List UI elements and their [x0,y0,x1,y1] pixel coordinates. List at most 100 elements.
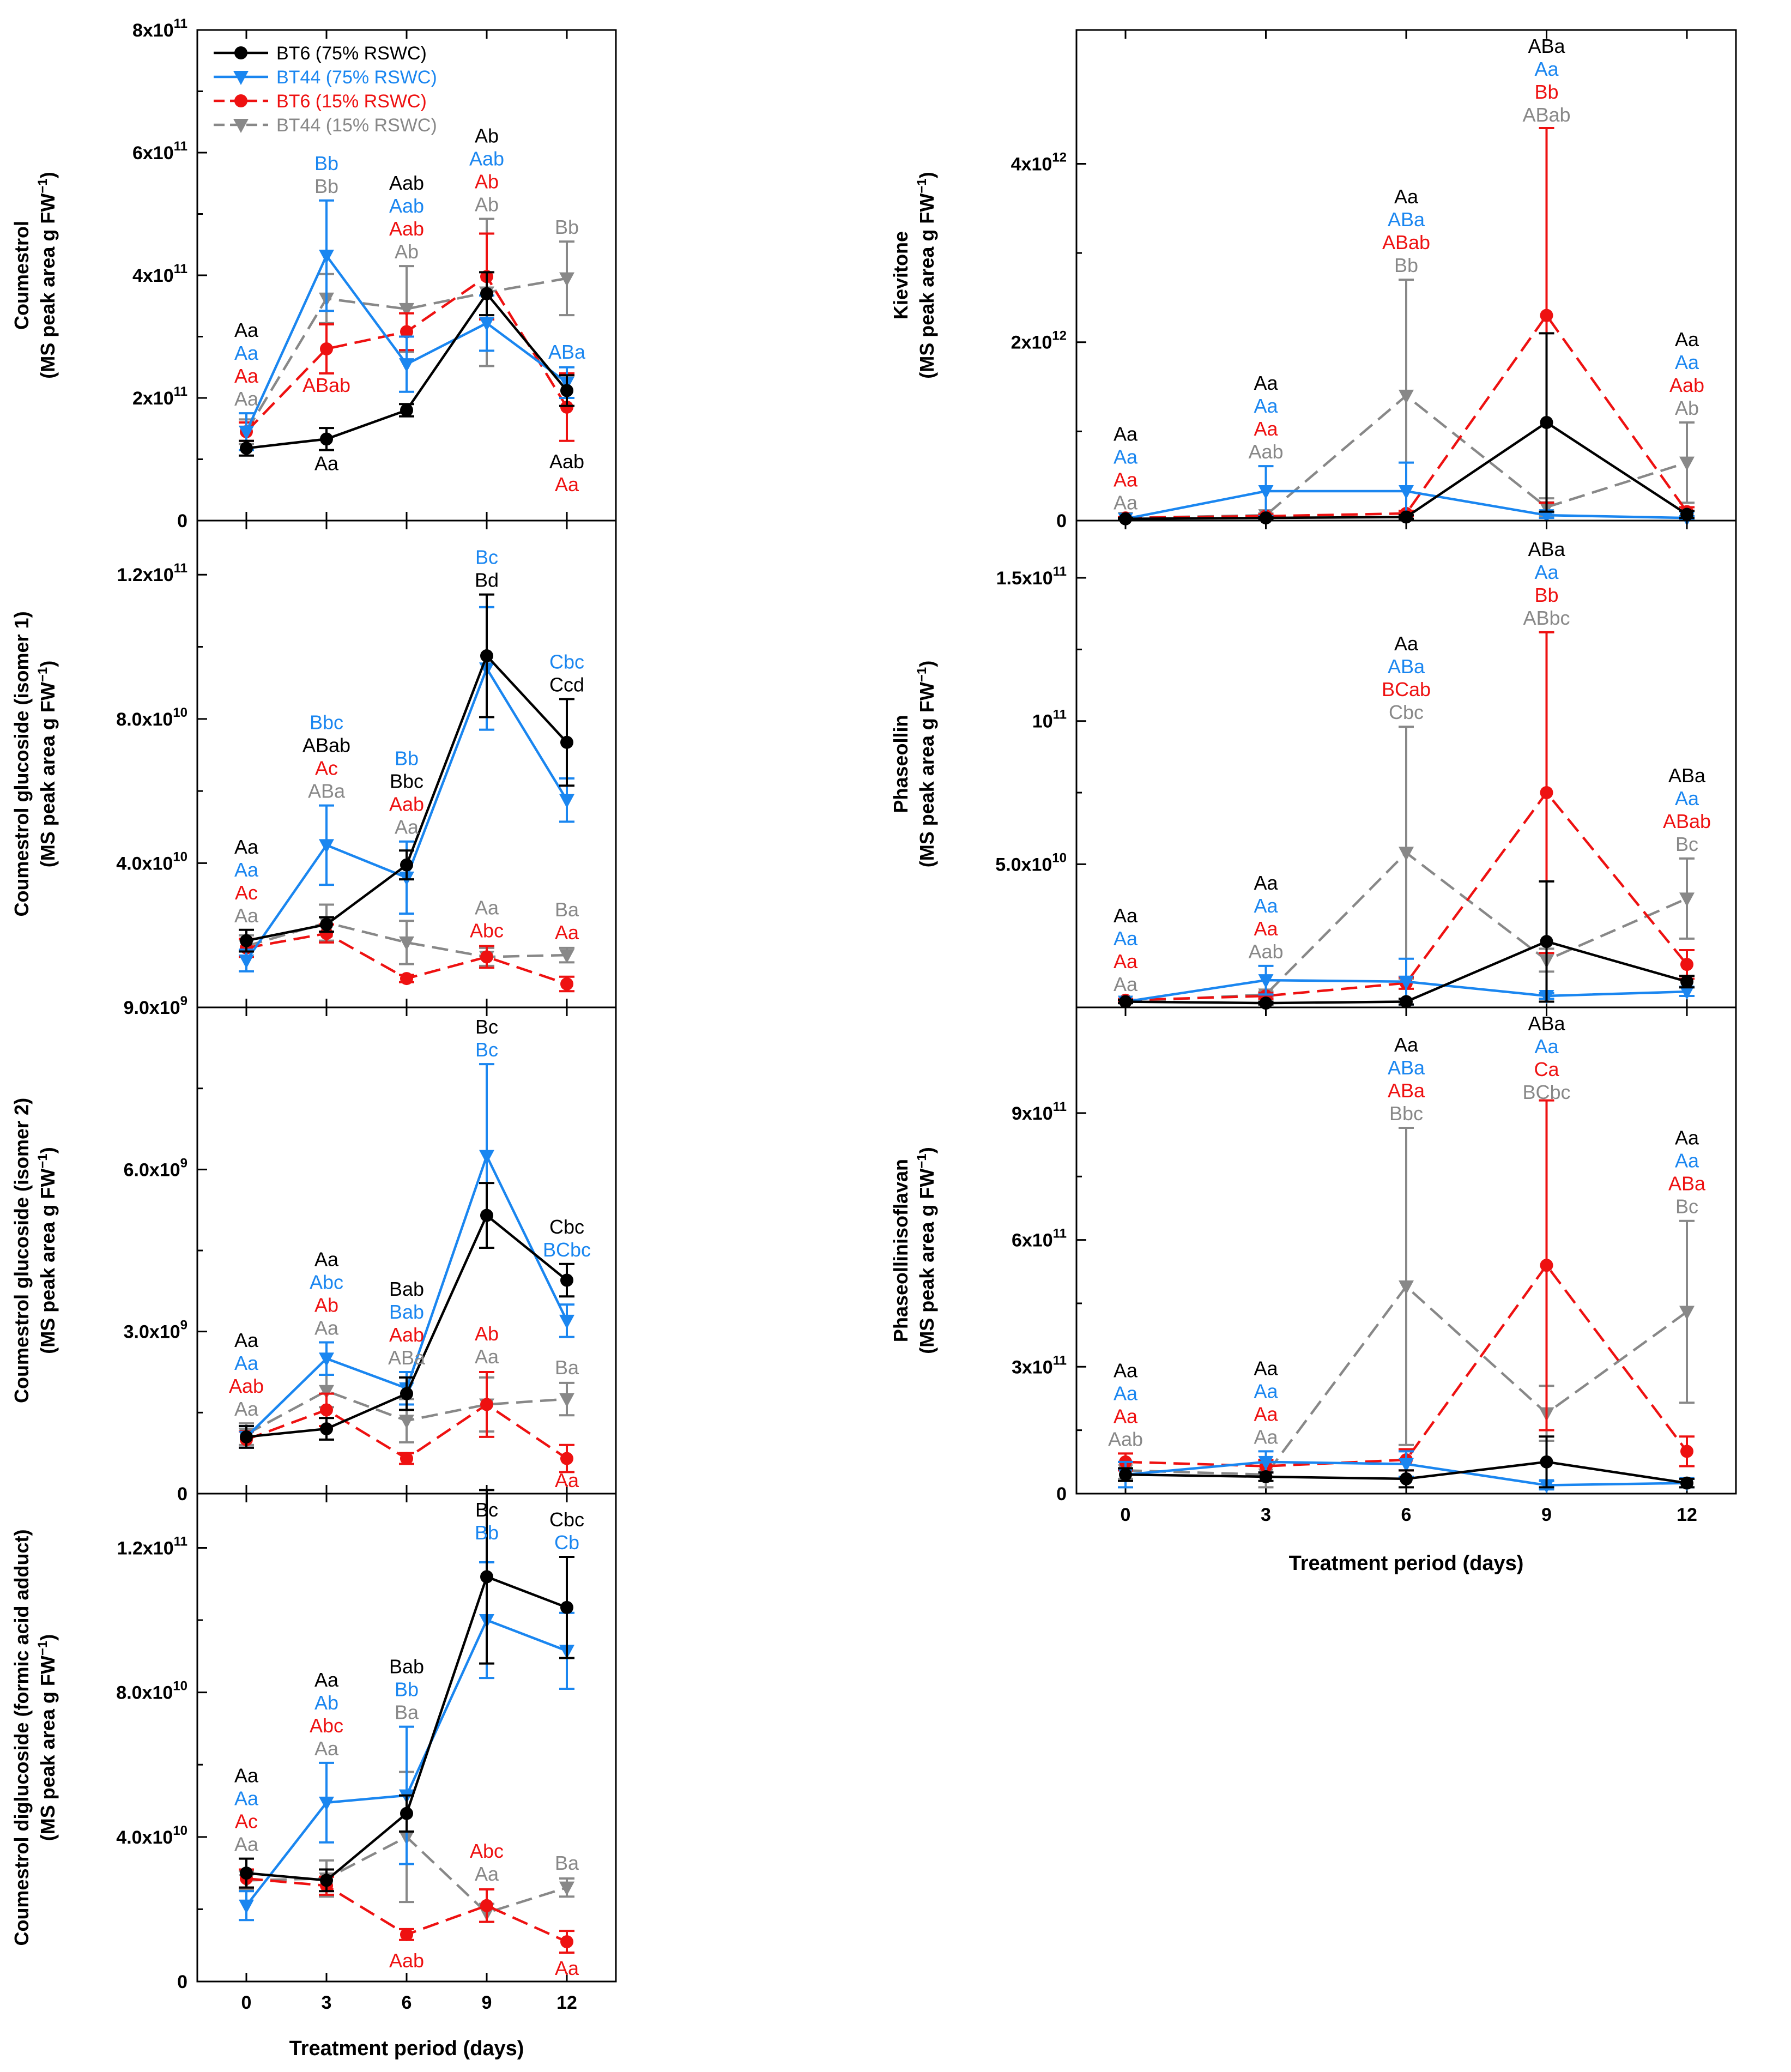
data-point [560,1452,573,1465]
significance-letter: Ba [555,1356,579,1379]
y-tick-label: 8.0x1010 [116,705,187,730]
significance-letter: Aa [314,1737,339,1760]
y-tick-label: 9x1011 [1012,1100,1067,1124]
data-point [1119,995,1132,1008]
significance-letter: Aa [555,1469,579,1491]
significance-letter: Ab [475,171,499,193]
significance-letter: Aa [1254,1425,1278,1448]
y-axis-title-line2: (MS peak area g FW−1) [915,661,938,867]
significance-letter: Bab [389,1278,424,1300]
significance-letter: Aa [1114,1382,1138,1404]
data-point [319,1385,334,1399]
y-tick-label: 0 [1056,1484,1067,1505]
data-point [240,1866,253,1880]
data-point [239,425,254,440]
y-tick-label: 1.5x1011 [996,564,1067,589]
significance-letter: Bc [475,1016,498,1038]
significance-letter: Aa [1254,895,1278,917]
y-tick-label: 6x1011 [1012,1227,1067,1251]
significance-letters: Aa [555,1957,579,1979]
significance-letter: Ab [314,1294,338,1316]
significance-letters: Aa [314,452,339,475]
significance-letter: ABab [302,734,350,757]
significance-letters: Aab [389,1949,424,1972]
legend-label: BT6 (75% RSWC) [276,43,427,64]
significance-letter: Bab [389,1301,424,1323]
data-point [480,950,493,964]
y-axis-title-line2: (MS peak area g FW−1) [35,172,59,378]
significance-letter: ABa [1388,1056,1425,1079]
series-bt6_75 [239,271,574,457]
significance-letters: ABa [548,341,586,363]
data-point [1400,1472,1413,1485]
series-line [245,277,567,433]
significance-letter: Abc [470,1840,504,1862]
data-point [1680,958,1693,971]
significance-letter: Bb [395,747,419,770]
data-point [480,1209,493,1222]
significance-letter: Bb [1534,81,1558,103]
chart-coumestrol: 0 2x1011 4x1011 6x1011 8x1011 Coumestrol (MS p… [10,16,617,531]
significance-letter: Bbc [390,770,423,793]
significance-letter: Aa [1675,787,1699,810]
significance-letter: Cb [554,1531,579,1554]
significance-letter: ABa [1668,764,1706,787]
y-axis-title: Coumestrol glucoside (isomer 1) (MS peak … [10,611,59,916]
data-point [480,649,493,663]
data-point [1258,1455,1274,1470]
data-point [559,1881,574,1896]
data-point [560,400,573,414]
legend-label: BT6 (15% RSWC) [276,91,427,112]
significance-letter: Aa [1114,904,1138,927]
chart-kievitone: 0 2x1012 4x1012 Kievitone (MS peak area g FW… [890,29,1737,531]
significance-letter: Aa [234,859,259,881]
significance-letter: Ba [555,898,579,921]
data-point [1680,1445,1693,1458]
chart-cg1: 4.0x1010 8.0x1010 1.2x1011 Coumestrol gluco… [10,519,617,1008]
x-tick-label: 9 [1541,1505,1552,1525]
data-point [479,317,494,331]
significance-letter: Abc [470,920,504,942]
significance-letter: ABa [308,780,346,802]
significance-letter: Aab [549,450,584,473]
significance-letter: Aa [475,1863,499,1885]
legend-marker [233,119,249,133]
data-point [1540,309,1553,322]
y-axis-title: Phaseollinisoflavan (MS peak area g FW−1) [890,1147,938,1354]
data-point [1119,1468,1132,1482]
data-point [1679,986,1695,1000]
data-point [399,1415,414,1429]
data-point [399,358,414,373]
series-bt6_75 [239,593,574,953]
series-bt6_75 [1118,332,1695,525]
significance-letters: ABab [302,374,350,396]
series-bt44_15 [1118,726,1695,1010]
significance-letter: Aa [234,342,259,364]
significance-letter: Aa [1254,418,1278,440]
y-tick-label: 0 [177,511,187,531]
y-tick-label: 2x1011 [132,384,187,409]
significance-letter: Aa [555,473,579,496]
y-tick-label: 2x1012 [1011,329,1067,353]
significance-letter: Aa [234,319,259,341]
data-point [1399,485,1414,499]
data-point [1539,509,1554,524]
significance-letter: Abc [310,1271,343,1293]
significance-letter: Ba [395,1701,419,1724]
significance-letter: ABa [1528,35,1565,57]
